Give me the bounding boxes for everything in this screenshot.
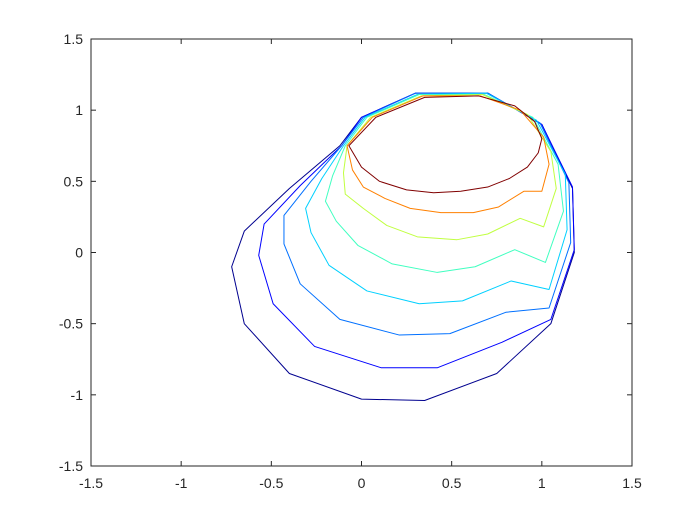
x-tick-label: 0.5 — [442, 475, 462, 491]
curve — [305, 92, 568, 305]
y-tick-label: -0.5 — [59, 316, 83, 332]
x-tick-label: -1 — [175, 475, 188, 491]
x-tick-label: 1 — [538, 475, 546, 491]
y-tick-label: -1.5 — [59, 458, 83, 474]
y-tick-label: -1 — [71, 387, 84, 403]
x-tick-label: 1.5 — [622, 475, 642, 491]
x-tick-label: 0 — [358, 475, 366, 491]
x-tick-label: -0.5 — [259, 475, 283, 491]
curve — [342, 94, 557, 241]
curve — [348, 95, 543, 194]
y-tick-label: 1.5 — [64, 31, 84, 47]
x-tick-label: -1.5 — [79, 475, 103, 491]
y-tick-label: 0.5 — [64, 173, 84, 189]
y-tick-label: 1 — [75, 102, 83, 118]
y-tick-label: 0 — [75, 245, 83, 261]
